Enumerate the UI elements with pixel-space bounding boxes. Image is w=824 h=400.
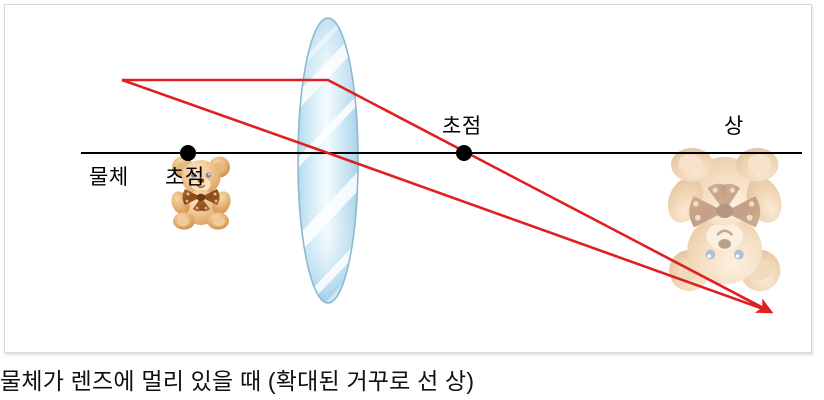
ray-arrowhead [739, 294, 774, 314]
focal-point-right [456, 145, 472, 161]
lens-streaks [298, 18, 358, 303]
label-object: 물체 [89, 166, 129, 189]
image-teddy-bear [660, 146, 790, 293]
ray-diagram-canvas [81, 17, 802, 314]
light-rays [121, 78, 774, 314]
ray-parallel [122, 78, 770, 313]
converging-lens [297, 17, 359, 304]
ray-through-center [121, 78, 770, 313]
figure-caption: 물체가 렌즈에 멀리 있을 때 (확대된 거꾸로 선 상) [0, 368, 475, 394]
focal-point-left [180, 145, 196, 161]
label-focus-left: 초점 [165, 166, 205, 189]
diagram-panel: 물체 초점 초점 상 [4, 4, 812, 353]
label-focus-right: 초점 [442, 115, 482, 138]
label-image: 상 [724, 115, 744, 138]
